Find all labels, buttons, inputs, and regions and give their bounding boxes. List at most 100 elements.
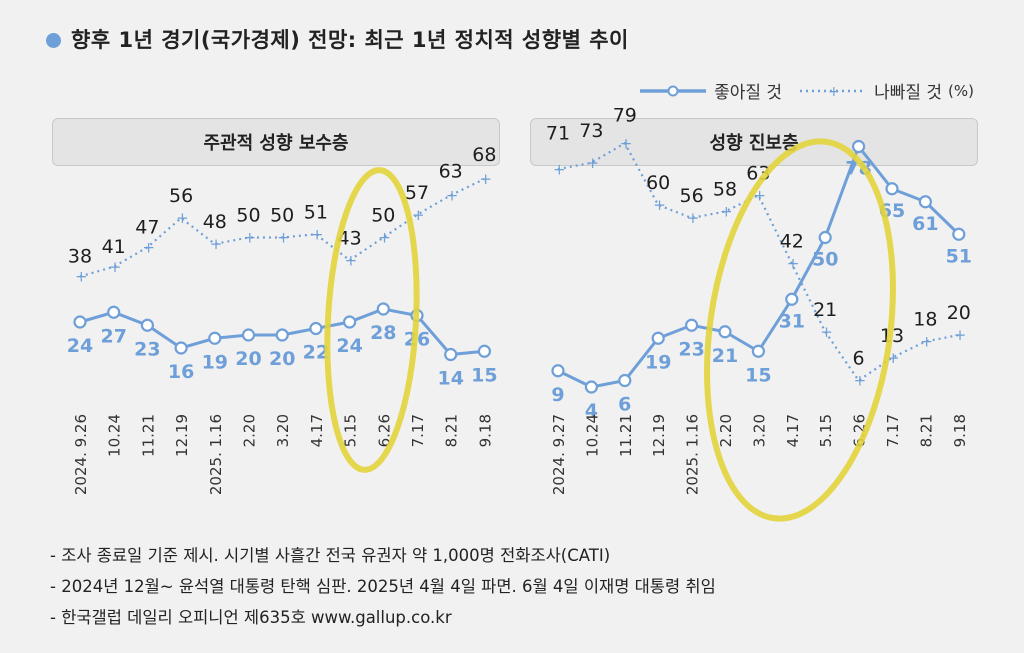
bad-data-label: 41 [102,236,126,258]
bad-point-marker: + [210,235,223,253]
bad-data-label: 60 [646,172,670,194]
x-tick-label: 2025. 1.16 [684,414,702,495]
bad-point-marker: + [787,255,800,273]
good-point-marker [618,373,632,388]
good-data-label: 24 [336,335,362,357]
bad-point-marker: + [920,333,933,351]
good-point-marker [851,139,866,154]
series-bad-line [79,178,485,278]
good-point-marker [174,341,188,355]
good-point-marker [952,227,966,241]
bad-point-marker: + [277,229,290,247]
good-point-marker [918,195,933,209]
footnote-2: - 2024년 12월~ 윤석열 대통령 탄핵 심판. 2025년 4월 4일 … [50,577,716,596]
highlight-circle [704,138,896,522]
bad-point-marker: + [687,209,700,227]
good-data-label: 16 [168,361,194,383]
good-data-label: 61 [912,213,938,235]
bad-data-label: 50 [270,205,294,227]
good-data-label: 21 [712,345,738,367]
x-tick-label: 10.24 [583,414,601,457]
good-point-marker [684,318,699,332]
good-point-marker [651,331,665,345]
good-point-marker [241,328,256,342]
good-data-label: 15 [471,364,497,386]
x-tick-label: 4.17 [308,414,326,447]
x-tick-label: 7.17 [884,414,902,447]
bad-point-marker: + [378,229,391,247]
x-tick-label: 6.26 [375,414,393,447]
good-data-label: 28 [370,322,396,344]
bad-data-label: 58 [713,179,737,201]
bad-data-label: 47 [135,216,159,238]
x-tick-label: 5.15 [342,414,360,447]
good-data-label: 6 [618,394,631,416]
good-point-marker [73,315,87,329]
bad-data-label: 42 [780,231,804,253]
good-point-marker [751,344,766,358]
chart-title-text: 향후 1년 경기(국가경제) 전망: 최근 1년 정치적 성향별 추이 [71,28,629,52]
good-data-label: 23 [134,338,160,360]
x-tick-label: 4.17 [784,414,802,447]
bad-data-label: 48 [203,211,227,233]
x-tick-label: 8.21 [443,414,461,447]
bad-data-label: 18 [913,309,937,331]
good-data-label: 27 [100,325,126,347]
x-tick-label: 2024. 9.26 [72,414,90,495]
good-data-label: 14 [437,368,463,390]
bad-data-label: 56 [680,185,704,207]
good-data-label: 31 [779,310,805,332]
good-point-marker [551,364,565,378]
bad-point-marker: + [345,251,358,269]
bad-data-label: 68 [472,144,496,166]
bad-data-label: 38 [68,246,92,268]
good-data-label: 20 [235,348,261,370]
bad-point-marker: + [653,196,666,214]
bad-point-marker: + [820,323,833,341]
line-charts: + + + + + + + + + + + + +38 41 47 56 48 50 50 51 43 50 57 63 68 2… [67,104,972,522]
chart-panel-0: + + + + + + + + + + + + +38 41 47 56 48 50 50 51 43 50 57 63 68 2… [67,144,498,495]
good-data-label: 50 [812,249,838,271]
good-point-marker [818,230,832,245]
good-point-marker [107,305,121,319]
good-data-label: 51 [946,245,972,267]
legend: 좋아질 것 + 나빠질 것 (%) [638,78,974,103]
good-point-marker [208,331,222,345]
footnote-3: - 한국갤럽 데일리 오피니언 제635호 www.gallup.co.kr [50,608,452,627]
bad-point-marker: + [446,186,459,204]
good-point-marker [140,318,154,332]
x-tick-label: 12.19 [650,414,668,457]
bad-data-label: 51 [304,201,328,223]
x-tick-label: 2.20 [717,414,735,447]
good-data-label: 20 [269,348,295,370]
x-tick-label: 2.20 [241,414,259,447]
x-tick-label: 11.21 [617,414,635,457]
x-tick-label: 7.17 [409,414,427,447]
bad-point-marker: + [553,160,566,178]
x-tick-label: 8.21 [917,414,935,447]
good-data-label: 15 [745,364,771,386]
good-data-label: 4 [585,400,598,422]
bad-point-marker: + [244,229,257,247]
legend-good-line-icon [640,85,707,96]
title-bullet-icon [46,33,61,48]
bad-data-label: 71 [546,122,570,144]
bad-data-label: 73 [579,120,603,142]
bad-point-marker: + [586,154,599,172]
bad-point-marker: + [620,134,633,152]
x-tick-label: 11.21 [139,414,157,457]
good-point-marker [477,344,491,358]
highlight-circle [324,167,420,473]
bad-data-label: 57 [405,182,429,204]
svg-text:+: + [828,84,840,98]
good-point-marker [718,325,732,339]
bad-point-marker: + [720,203,733,221]
bad-point-marker: + [142,238,155,256]
bad-data-label: 56 [169,185,193,207]
footnotes: - 조사 종료일 기준 제시. 시기별 사흘간 전국 유권자 약 1,000명 … [50,540,716,633]
x-tick-label: 2025. 1.16 [207,414,225,495]
good-point-marker [885,182,899,196]
x-tick-label: 12.19 [173,414,191,457]
bad-data-label: 43 [338,227,362,249]
